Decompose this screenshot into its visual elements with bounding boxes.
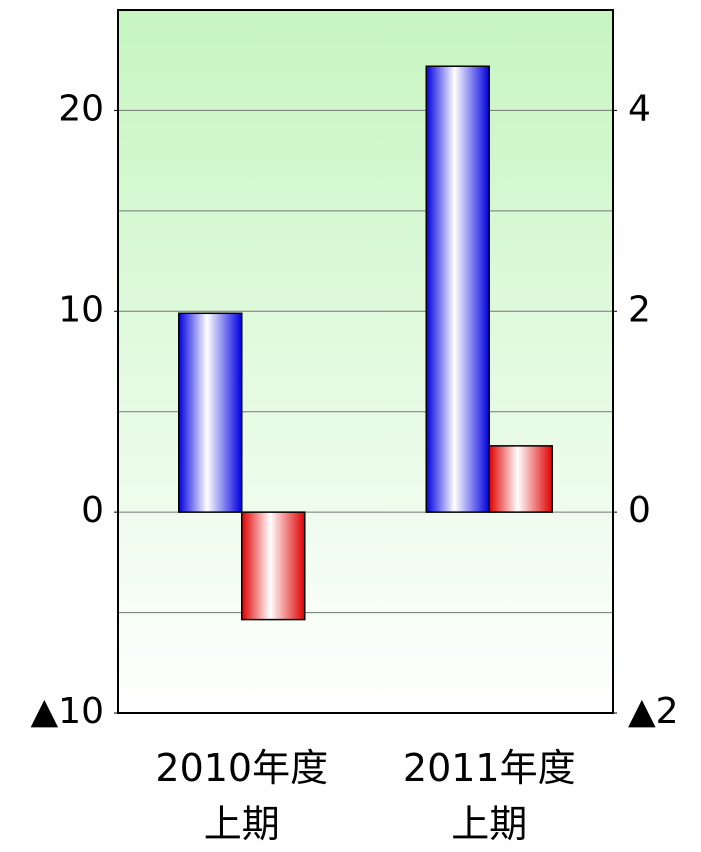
tick-label: 10: [58, 289, 104, 330]
bar: [488, 445, 553, 513]
tick-label: 2: [628, 289, 651, 330]
bar: [241, 511, 306, 621]
tick-label: 20: [58, 88, 104, 129]
tick-label: 0: [81, 490, 104, 531]
plot-border: [117, 9, 614, 714]
x-tick-label: 2010年度 上期: [155, 746, 329, 846]
bar: [178, 312, 243, 513]
x-tick-label: 2011年度 上期: [402, 746, 576, 846]
bar: [425, 65, 490, 513]
tick-label: ▲2: [628, 691, 679, 732]
tick-label: ▲10: [31, 691, 105, 732]
tick-label: 4: [628, 88, 651, 129]
tick-label: 0: [628, 490, 651, 531]
